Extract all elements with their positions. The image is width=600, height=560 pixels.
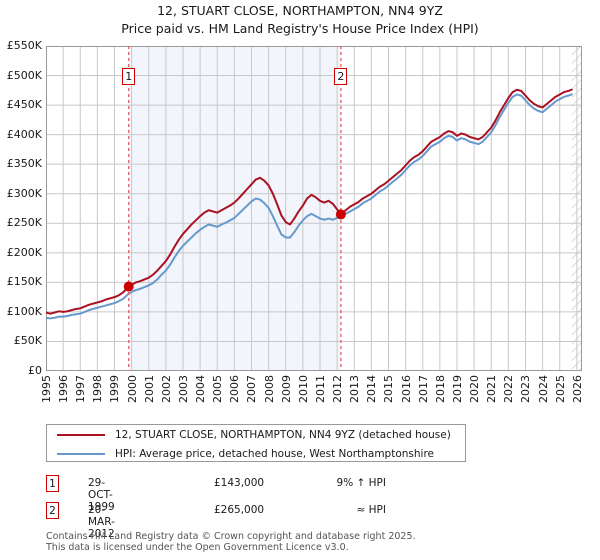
x-tick-label: 2005 xyxy=(211,375,225,403)
x-tick-label: 2004 xyxy=(194,375,208,403)
chart-marker-1[interactable]: 1 xyxy=(122,68,136,85)
transaction-hpi-delta: ≈ HPI xyxy=(356,504,386,516)
y-tick-label: £250K xyxy=(6,216,42,230)
y-tick-label: £350K xyxy=(6,157,42,171)
y-tick-label: £500K xyxy=(6,68,42,82)
x-tick-label: 1996 xyxy=(57,375,71,403)
x-tick-label: 2000 xyxy=(125,375,139,403)
y-tick-label: £100K xyxy=(6,304,42,318)
transaction-index-badge: 2 xyxy=(46,502,59,519)
x-tick-label: 2019 xyxy=(450,375,464,403)
x-tick-label: 1999 xyxy=(108,375,122,403)
x-tick-label: 2024 xyxy=(536,375,550,403)
transaction-date: 20-MAR-2012 xyxy=(88,504,115,540)
x-tick-label: 2017 xyxy=(416,375,430,403)
transaction-hpi-delta: 9% ↑ HPI xyxy=(336,477,386,489)
y-tick-label: £550K xyxy=(6,39,42,52)
x-tick-label: 2016 xyxy=(399,375,413,403)
plot-area xyxy=(46,46,582,371)
y-tick-label: £150K xyxy=(6,275,42,289)
legend-line-swatch xyxy=(57,433,105,436)
x-tick-label: 2021 xyxy=(485,375,499,403)
x-tick-label: 2012 xyxy=(331,375,345,403)
x-tick-label: 2007 xyxy=(245,375,259,403)
legend-label: HPI: Average price, detached house, West… xyxy=(115,447,434,460)
x-tick-label: 2010 xyxy=(296,375,310,403)
y-tick-label: £50K xyxy=(13,334,42,348)
x-tick-label: 1995 xyxy=(40,375,53,403)
legend-label: 12, STUART CLOSE, NORTHAMPTON, NN4 9YZ (… xyxy=(115,428,451,441)
x-tick-label: 2002 xyxy=(159,375,173,403)
x-tick-label: 2014 xyxy=(365,375,379,403)
x-tick-label: 2001 xyxy=(142,375,156,403)
y-tick-label: £450K xyxy=(6,98,42,112)
transaction-date: 29-OCT-1999 xyxy=(88,477,115,513)
price-chart-svg xyxy=(46,46,582,371)
x-tick-label: 2023 xyxy=(519,375,533,403)
legend-item-2: HPI: Average price, detached house, West… xyxy=(47,444,434,463)
y-tick-label: £400K xyxy=(6,127,42,141)
legend-line-swatch xyxy=(57,452,105,455)
x-tick-label: 2025 xyxy=(553,375,567,403)
x-tick-label: 2022 xyxy=(502,375,516,403)
x-tick-label: 2009 xyxy=(279,375,293,403)
y-tick-label: £0 xyxy=(28,364,42,377)
x-tick-label: 1997 xyxy=(74,375,88,403)
transaction-index-badge: 1 xyxy=(46,475,59,492)
x-tick-label: 1998 xyxy=(91,375,105,403)
x-tick-label: 2015 xyxy=(382,375,396,403)
footer-line-1: Contains HM Land Registry data © Crown c… xyxy=(46,531,416,542)
chart-legend: 12, STUART CLOSE, NORTHAMPTON, NN4 9YZ (… xyxy=(46,424,466,462)
x-tick-label: 2026 xyxy=(570,375,584,403)
footer-line-2: This data is licensed under the Open Gov… xyxy=(46,542,349,553)
y-tick-label: £200K xyxy=(6,245,42,259)
chart-marker-2[interactable]: 2 xyxy=(334,68,348,85)
x-tick-label: 2003 xyxy=(176,375,190,403)
x-tick-label: 2008 xyxy=(262,375,276,403)
x-tick-label: 2013 xyxy=(348,375,362,403)
page-title: 12, STUART CLOSE, NORTHAMPTON, NN4 9YZ xyxy=(157,3,443,18)
x-tick-label: 2018 xyxy=(433,375,447,403)
y-tick-label: £300K xyxy=(6,186,42,200)
transaction-price: £265,000 xyxy=(214,504,265,516)
page-subtitle: Price paid vs. HM Land Registry's House … xyxy=(121,21,479,36)
x-tick-label: 2011 xyxy=(313,375,327,403)
x-tick-label: 2006 xyxy=(228,375,242,403)
transaction-price: £143,000 xyxy=(214,477,265,489)
x-tick-label: 2020 xyxy=(468,375,482,403)
legend-item-1: 12, STUART CLOSE, NORTHAMPTON, NN4 9YZ (… xyxy=(47,425,451,444)
